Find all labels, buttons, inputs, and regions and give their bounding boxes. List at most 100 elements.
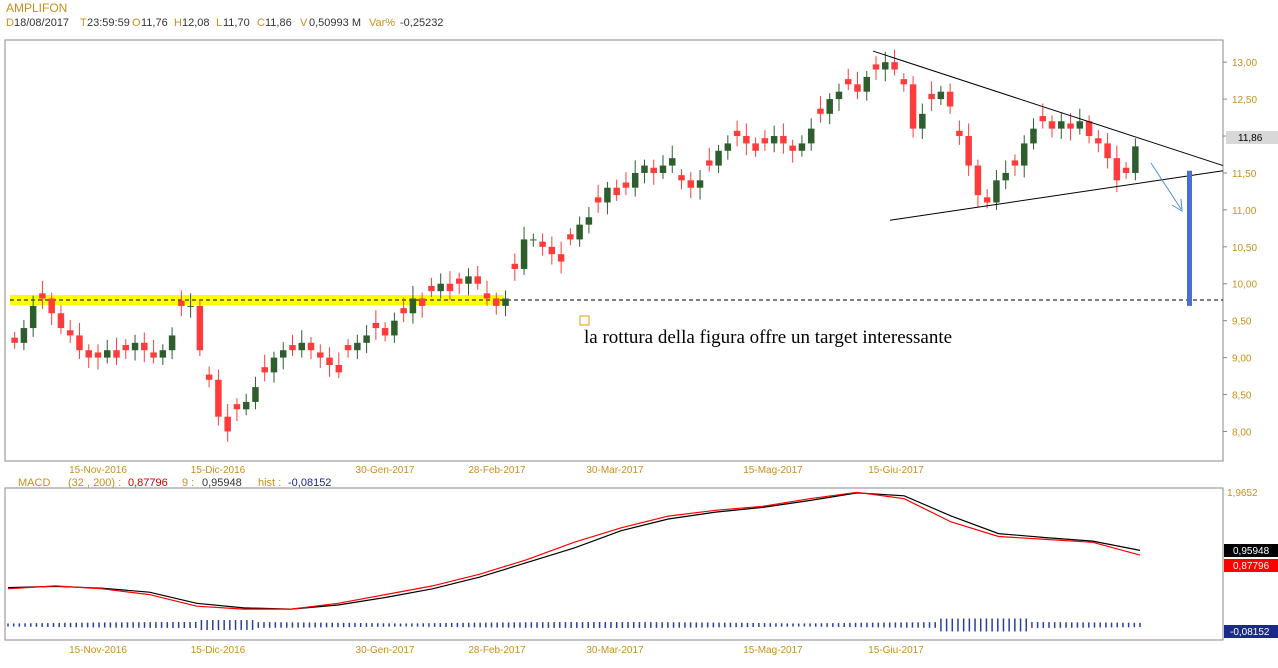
candle-body — [104, 350, 111, 358]
candle-body — [900, 79, 908, 85]
candle-body — [1048, 121, 1056, 129]
candle-body — [233, 404, 241, 410]
candle-body — [178, 300, 185, 306]
candle-body — [539, 241, 546, 247]
candle-body — [122, 345, 130, 351]
candle-body — [372, 322, 380, 329]
price-y-tick-label: 12,50 — [1232, 95, 1257, 106]
macd-panel — [4, 487, 1224, 641]
candle-body — [761, 138, 769, 144]
macd-x-tick-label: 15-Giu-2017 — [868, 645, 924, 656]
candle-body — [613, 187, 620, 196]
candle-body — [354, 342, 361, 351]
candle-body — [863, 76, 871, 92]
candle-body — [956, 130, 963, 137]
candle-body — [826, 99, 833, 114]
candle-body — [437, 283, 444, 292]
candle-body — [326, 357, 333, 365]
last-price-badge-text: 11,86 — [1238, 133, 1263, 144]
candle-body — [993, 180, 1000, 203]
candle-body — [141, 342, 148, 351]
candle-body — [29, 305, 37, 329]
candle-body — [196, 305, 204, 351]
candle-body — [1058, 121, 1065, 129]
candle-body — [409, 298, 417, 314]
candle-body — [585, 217, 593, 225]
candle-body — [344, 345, 352, 351]
candle-body — [187, 305, 194, 307]
candle-body — [669, 158, 676, 166]
price-x-tick-label: 15-Dic-2016 — [191, 465, 246, 476]
candle-body — [1011, 160, 1019, 166]
candle-body — [631, 172, 639, 188]
upper-trendline[interactable] — [872, 50, 1224, 167]
candle-body — [224, 416, 231, 432]
candle-body — [131, 342, 139, 351]
candle-body — [363, 335, 370, 343]
candle-body — [270, 357, 278, 373]
price-x-tick-label: 30-Mar-2017 — [586, 465, 644, 476]
candle-body — [641, 165, 648, 173]
candle-body — [474, 276, 481, 284]
candle-body — [1030, 128, 1037, 144]
candle-body — [548, 246, 556, 255]
candle-body — [882, 62, 889, 70]
candle-body — [455, 278, 463, 284]
candle-body — [706, 160, 713, 166]
candle-body — [493, 298, 500, 306]
macd-header: MACD (32 , 200) : 0,87796 9 : 0,95948 hi… — [18, 473, 331, 490]
candle-body — [1095, 138, 1102, 144]
price-y-tick-label: 9,50 — [1232, 317, 1252, 328]
hist-badge — [1224, 625, 1278, 638]
candle-body — [113, 350, 120, 358]
candle-body — [807, 128, 815, 144]
candle-body — [205, 374, 213, 380]
candle-body — [57, 313, 65, 329]
lower-trendline[interactable] — [889, 170, 1224, 221]
signal-badge — [1224, 544, 1278, 557]
candle-body — [1020, 143, 1028, 166]
signal-line — [7, 492, 1141, 610]
price-x-tick-label: 15-Nov-2016 — [69, 465, 127, 476]
candle-body — [770, 136, 778, 144]
candle-body — [279, 350, 287, 358]
price-x-tick-label: 15-Mag-2017 — [743, 465, 803, 476]
price-y-tick-label: 8,00 — [1232, 427, 1252, 438]
candle-body — [854, 84, 861, 92]
macd-x-tick-label: 15-Mag-2017 — [743, 645, 803, 656]
candle-body — [215, 379, 222, 417]
candle-body — [76, 335, 83, 351]
price-y-tick-label: 10,00 — [1232, 280, 1257, 291]
macd-x-axis: 15-Nov-2016 15-Dic-2016 30-Gen-2017 28-Feb-… — [69, 645, 924, 656]
candle-body — [696, 180, 704, 188]
candle-body — [946, 91, 954, 107]
candle-body — [622, 182, 630, 188]
candle-body — [483, 293, 491, 299]
candle-body — [752, 143, 759, 151]
candle-body — [817, 108, 824, 114]
candle-body — [687, 180, 695, 188]
candle-body — [150, 352, 157, 358]
candle-body — [780, 136, 787, 144]
projection-arrow-head — [1171, 198, 1183, 212]
candle-body — [928, 93, 935, 100]
price-y-axis: 13,0012,5012,0011,5011,0010,5010,009,509… — [1223, 58, 1257, 438]
candle-body — [650, 167, 657, 173]
candle-body — [20, 328, 28, 343]
candle-body — [798, 143, 806, 151]
candle-body — [1132, 146, 1139, 173]
candle-body — [530, 239, 537, 241]
candle-body — [872, 64, 880, 70]
macd-x-tick-label: 15-Nov-2016 — [69, 645, 127, 656]
last-price-badge — [1226, 131, 1278, 144]
candle-body — [919, 113, 926, 129]
candle-body — [983, 197, 991, 203]
candle-body — [909, 84, 917, 129]
candle-body — [48, 298, 55, 314]
macd-x-tick-label: 30-Mar-2017 — [586, 645, 644, 656]
annotation-marker[interactable] — [579, 315, 590, 326]
candle-body — [678, 175, 685, 181]
candle-body — [789, 145, 796, 151]
price-y-tick-label: 11,50 — [1232, 169, 1257, 180]
